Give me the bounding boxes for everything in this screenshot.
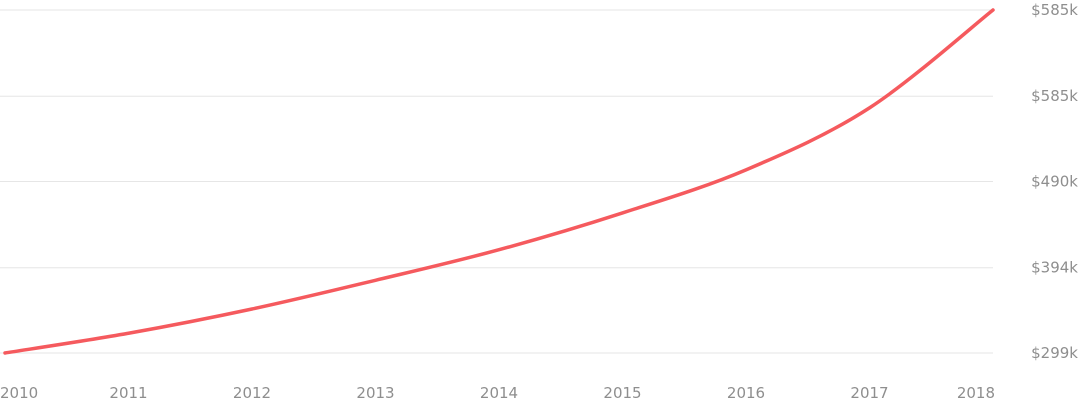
y-tick-label: $585k (1031, 1, 1078, 19)
x-tick-label: 2015 (603, 384, 641, 401)
x-tick-label: 2017 (850, 384, 888, 401)
y-tick-label: $394k (1031, 259, 1078, 277)
x-tick-label: 2018 (957, 384, 995, 401)
x-tick-label: 2014 (480, 384, 518, 401)
x-tick-label: 2012 (233, 384, 271, 401)
y-tick-label: $585k (1031, 87, 1078, 105)
x-tick-label: 2010 (0, 384, 38, 401)
line (3, 8, 995, 355)
y-tick-label: $299k (1031, 344, 1078, 362)
x-tick-label: 2013 (356, 384, 394, 401)
y-tick-label: $490k (1031, 173, 1078, 191)
x-tick-label: 2016 (727, 384, 765, 401)
x-tick-label: 2011 (109, 384, 147, 401)
